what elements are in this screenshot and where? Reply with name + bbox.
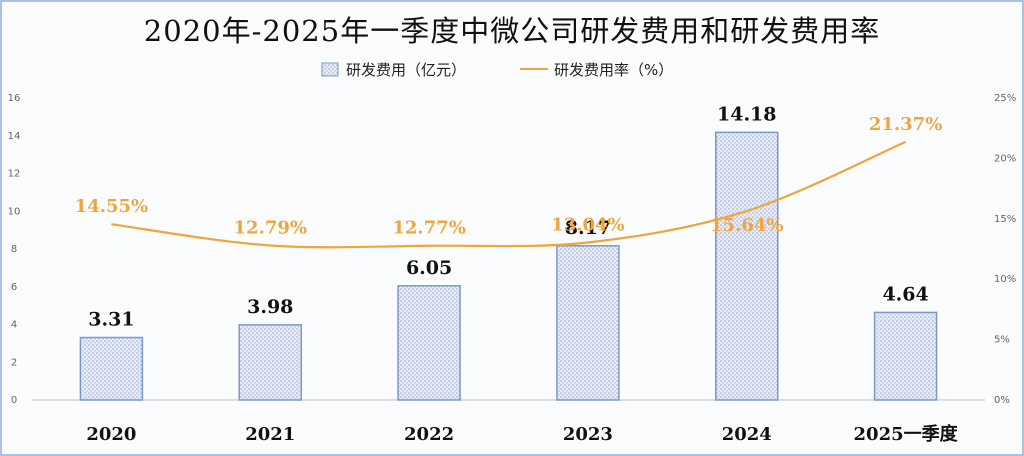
bar-value-label: 3.98 xyxy=(247,296,293,318)
legend: 研发费用（亿元） 研发费用率（%） xyxy=(321,61,673,79)
left-tick-label: 12 xyxy=(8,169,21,180)
bar xyxy=(556,245,620,401)
left-tick-label: 2 xyxy=(11,357,17,368)
right-tick-label: 5% xyxy=(994,335,1010,346)
left-axis: 0 2 4 6 8 10 12 14 16 xyxy=(8,93,21,406)
right-axis: 0% 5% 10% 15% 20% 25% xyxy=(994,93,1016,406)
legend-bar-label: 研发费用（亿元） xyxy=(346,61,466,79)
right-tick-label: 25% xyxy=(994,93,1016,104)
right-tick-label: 10% xyxy=(994,274,1016,285)
x-tick-label: 2022 xyxy=(404,424,454,445)
line-series: 14.55% 12.79% 12.77% 13.04% 15.64% 21.37% xyxy=(75,114,942,249)
x-tick-label: 2025一季度 xyxy=(854,423,959,445)
left-tick-label: 6 xyxy=(11,282,17,293)
legend-line-label: 研发费用率（%） xyxy=(554,61,673,79)
right-tick-label: 20% xyxy=(994,153,1016,164)
right-tick-label: 0% xyxy=(994,395,1010,406)
x-tick-label: 2020 xyxy=(86,424,136,445)
left-tick-label: 0 xyxy=(11,395,17,406)
rate-value-label: 14.55% xyxy=(75,196,148,217)
bar-value-label: 14.18 xyxy=(717,103,777,125)
bar xyxy=(397,285,461,401)
bar-series: 3.31 3.98 6.05 8.17 14.18 4.64 xyxy=(79,103,938,401)
left-tick-label: 4 xyxy=(11,320,17,331)
right-tick-label: 15% xyxy=(994,214,1016,225)
bar xyxy=(873,311,938,401)
legend-bar-swatch xyxy=(321,62,339,77)
bar-value-label: 4.64 xyxy=(882,283,928,305)
x-tick-label: 2023 xyxy=(563,424,613,445)
left-tick-label: 16 xyxy=(8,93,21,104)
rate-value-label: 13.04% xyxy=(551,214,624,235)
x-tick-label: 2024 xyxy=(722,424,772,445)
rate-value-label: 15.64% xyxy=(710,215,783,236)
left-tick-label: 8 xyxy=(11,244,17,255)
left-tick-label: 14 xyxy=(8,131,21,142)
bar-value-label: 6.05 xyxy=(406,257,452,279)
bar xyxy=(238,324,302,401)
bar-value-label: 3.31 xyxy=(88,309,134,331)
rate-value-label: 12.77% xyxy=(392,218,465,239)
bar xyxy=(715,131,779,401)
x-tick-label: 2021 xyxy=(245,424,295,445)
rate-line xyxy=(111,140,907,249)
rate-value-label: 21.37% xyxy=(869,114,942,135)
bar-value-label: 8.17 xyxy=(565,217,611,239)
chart-title: 2020年-2025年一季度中微公司研发费用和研发费用率 xyxy=(144,14,880,48)
bar xyxy=(79,336,144,401)
left-tick-label: 10 xyxy=(8,206,21,217)
x-axis-labels: 2020 2021 2022 2023 2024 2025一季度 xyxy=(86,423,958,445)
rate-value-label: 12.79% xyxy=(234,217,307,238)
